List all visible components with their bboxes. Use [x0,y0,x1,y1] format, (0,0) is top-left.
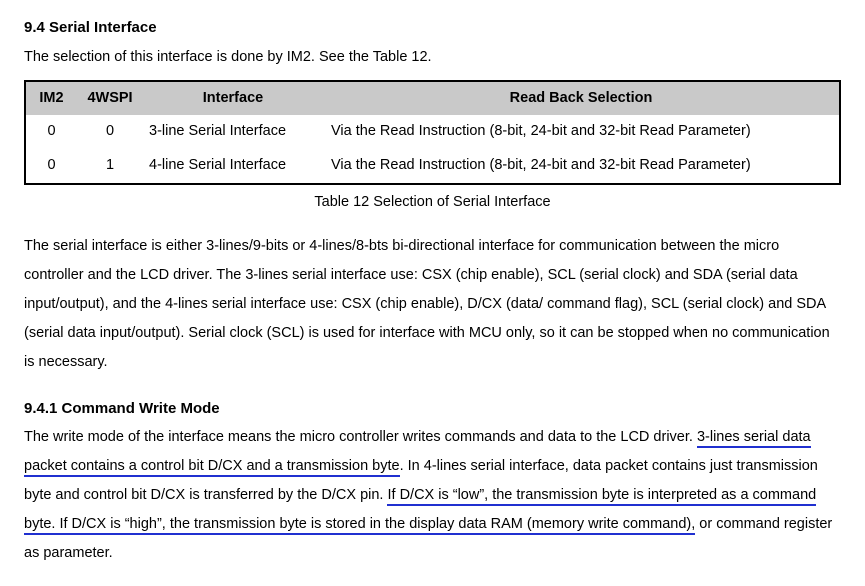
subsection-number: 9.4.1 [24,400,57,417]
cell-interface: 4-line Serial Interface [143,149,323,184]
table-row: 0 0 3-line Serial Interface Via the Read… [25,115,840,149]
cell-4wspi: 0 [77,115,143,149]
col-readback: Read Back Selection [323,81,840,116]
col-im2: IM2 [25,81,77,116]
cell-im2: 0 [25,149,77,184]
table-caption: Table 12 Selection of Serial Interface [24,193,841,213]
cell-4wspi: 1 [77,149,143,184]
section-intro: The selection of this interface is done … [24,48,841,68]
cell-readback: Via the Read Instruction (8-bit, 24-bit … [323,149,840,184]
col-4wspi: 4WSPI [77,81,143,116]
section-title: 9.4 Serial Interface [24,18,841,38]
interface-selection-table: IM2 4WSPI Interface Read Back Selection … [24,80,841,185]
table-row: 0 1 4-line Serial Interface Via the Read… [25,149,840,184]
cell-im2: 0 [25,115,77,149]
subsection-name: Command Write Mode [62,400,220,417]
serial-interface-paragraph: The serial interface is either 3-lines/9… [24,232,841,377]
text-run: The write mode of the interface means th… [24,429,697,445]
cell-readback: Via the Read Instruction (8-bit, 24-bit … [323,115,840,149]
cell-interface: 3-line Serial Interface [143,115,323,149]
table-header-row: IM2 4WSPI Interface Read Back Selection [25,81,840,116]
section-number: 9.4 [24,19,45,36]
col-interface: Interface [143,81,323,116]
section-name: Serial Interface [49,19,157,36]
command-write-paragraph: The write mode of the interface means th… [24,423,841,568]
subsection-title: 9.4.1 Command Write Mode [24,399,841,419]
